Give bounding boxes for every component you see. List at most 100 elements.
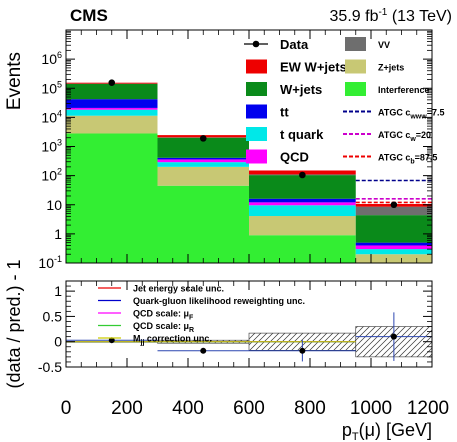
legend-text: Z+jets — [378, 63, 404, 73]
bar-6-3 — [355, 206, 432, 216]
bar-0-2 — [249, 235, 356, 263]
bar-3-0 — [66, 107, 158, 110]
uncertainty-band — [66, 326, 432, 358]
legend-data-marker — [252, 40, 260, 48]
bar-5-2 — [249, 175, 356, 199]
x-tick-label-4: 800 — [294, 398, 326, 419]
y-tick-base: 10 — [41, 168, 57, 184]
header: CMS 35.9 fb-1 (13 TeV) — [70, 6, 452, 25]
data-point-0 — [108, 79, 116, 87]
ratio-y-tick-label-3: 1 — [54, 283, 62, 299]
y-tick-label-6: 105 — [41, 79, 62, 96]
legend-sub: w — [409, 136, 416, 143]
legend-swatch-r-2 — [345, 82, 366, 96]
ratio-y-axis: -0.5 0 0.5 1 — [38, 280, 432, 375]
ratio-y-tick-label-0: -0.5 — [38, 359, 62, 375]
atgc-lines — [355, 179, 432, 204]
x-axis-ticks — [65, 30, 433, 263]
bar-4-2 — [249, 198, 356, 203]
bar-5-1 — [157, 137, 249, 158]
legend-text: ATGC c — [378, 130, 410, 140]
bar-3-1 — [157, 159, 249, 163]
y-tick-label-0: 10-1 — [38, 254, 62, 271]
x-tick-label-3: 600 — [233, 398, 265, 419]
ratio-legend-text: M — [133, 334, 141, 344]
legend-label-r-5: ATGC cb=87.5 — [378, 153, 437, 166]
ratio-legend-sub: F — [189, 315, 194, 322]
bar-3-2 — [249, 202, 356, 206]
y-tick-label-7: 106 — [41, 50, 62, 67]
legend-swatch-5 — [246, 149, 267, 164]
ratio-legend-text: Quark-gluon likelihood reweighting unc. — [133, 296, 305, 306]
legend-tail: =20 — [416, 130, 431, 140]
y-tick-label-5: 104 — [41, 108, 62, 125]
y-tick-exp: 3 — [57, 138, 62, 148]
x-tick-label-0: 0 — [61, 398, 72, 419]
bar-2-0 — [66, 109, 158, 116]
ratio-legend-text: QCD scale: μ — [133, 321, 189, 331]
ratio-y-axis-label: (data / pred.) - 1 — [4, 259, 24, 388]
ratio-point-2 — [299, 347, 306, 354]
bar-1-3 — [355, 254, 432, 263]
y-tick-base: 10 — [41, 80, 57, 96]
bar-1-2 — [249, 216, 356, 236]
legend-text: VV — [378, 40, 390, 50]
y-tick-label-4: 103 — [41, 138, 62, 155]
legend-swatch-2 — [246, 82, 267, 96]
bar-4-1 — [157, 157, 249, 160]
ratio-legend-text: QCD scale: μ — [133, 309, 189, 319]
legend-swatch-3 — [246, 104, 267, 119]
bar-3-3 — [355, 245, 432, 250]
x-tick-label-2: 400 — [172, 398, 204, 419]
ratio-x-axis: 0 200 400 600 800 1000 1200 — [61, 281, 449, 419]
y-tick-exp: 5 — [57, 79, 62, 89]
legend-label-5: QCD — [280, 150, 309, 165]
bar-2-3 — [355, 249, 432, 255]
bar-2-1 — [157, 162, 249, 167]
ratio-legend-label-2: QCD scale: μF — [133, 309, 194, 322]
legend-label-0: Data — [280, 37, 309, 52]
legend-label-r-1: Z+jets — [378, 63, 404, 73]
legend-label-4: t quark — [280, 127, 324, 142]
x-tick-label-5: 1000 — [350, 398, 392, 419]
lumi-label: 35.9 fb-1 (13 TeV) — [330, 7, 452, 25]
ratio-legend: Jet energy scale unc. Quark-gluon likelih… — [98, 284, 305, 347]
legend-label-r-2: Interference — [378, 85, 430, 95]
bar-1-0 — [66, 115, 158, 134]
legend-label-3: tt — [280, 105, 289, 120]
ratio-legend-label-4: Mjj correction unc. — [133, 334, 212, 347]
legend-sub: b — [410, 159, 414, 166]
y-tick-base: 1 — [54, 226, 62, 242]
legend-text: ATGC c — [378, 153, 410, 163]
ratio-panel: -0.5 0 0.5 1 0 200 400 600 800 1000 1200 (data / … — [4, 259, 449, 442]
y-tick-base: 10 — [41, 51, 57, 67]
ratio-legend-tail: correction unc. — [144, 334, 212, 344]
ratio-legend-text: Jet energy scale unc. — [133, 284, 224, 294]
x-tick-label-6: 1200 — [407, 398, 449, 419]
legend-swatch-r-1 — [345, 59, 366, 74]
y-tick-exp: 2 — [57, 167, 62, 177]
data-point-2 — [299, 171, 306, 179]
y-tick-exp: 4 — [57, 108, 62, 118]
ratio-legend-sub: R — [189, 327, 194, 334]
legend-tail: =87.5 — [415, 153, 438, 163]
legend-label-1: EW W+jets — [280, 60, 347, 75]
y-tick-label-2: 10 — [46, 197, 62, 213]
y-tick-base: 10 — [46, 197, 62, 213]
y-tick-label-3: 102 — [41, 167, 62, 184]
data-points — [108, 79, 398, 209]
x-axis-label: pT(μ) [GeV] — [342, 420, 432, 442]
legend-label-r-4: ATGC cw=20 — [378, 130, 431, 143]
legend-text: Interference — [378, 85, 430, 95]
bar-4-3 — [355, 242, 432, 246]
x-tick-label-1: 200 — [111, 398, 143, 419]
legend-label-r-3: ATGC cwww=7.5 — [378, 108, 444, 121]
experiment-label: CMS — [70, 6, 108, 25]
ratio-point-1 — [200, 347, 207, 354]
legend-swatch-1 — [246, 59, 267, 74]
stacked-histogram — [66, 82, 432, 263]
data-point-3 — [390, 201, 398, 209]
